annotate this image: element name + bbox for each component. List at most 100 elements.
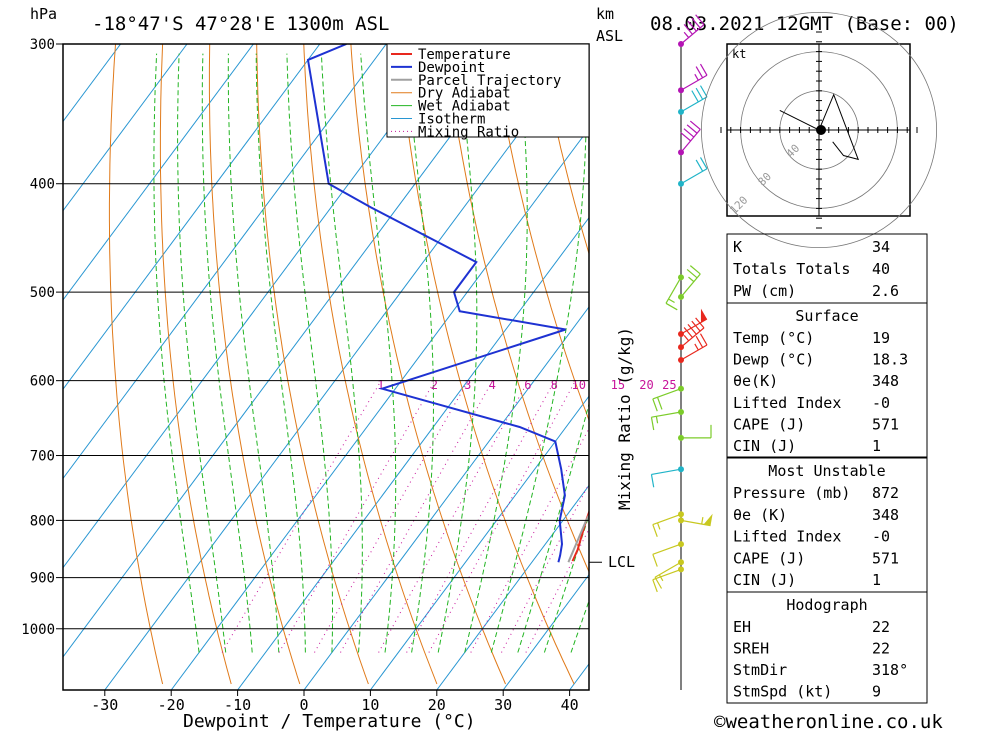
- mixing-ratio-label: 25: [662, 378, 676, 392]
- copyright[interactable]: ©weatheronline.co.uk: [714, 711, 943, 733]
- legend-entry: Dewpoint: [418, 60, 485, 76]
- surface-title: Surface: [795, 307, 858, 325]
- wind-barb-half: [658, 574, 664, 582]
- legend-entry: Temperature: [418, 47, 511, 63]
- hodograph-unit: kt: [732, 47, 746, 61]
- surface-row-label: CIN (J): [733, 437, 796, 455]
- mixing-ratio-label: 15: [611, 378, 625, 392]
- dry-adiabat-line: [159, 44, 232, 685]
- wind-barb-full: [695, 159, 704, 172]
- x-tick-label: 30: [494, 696, 512, 714]
- surface-row-value: 18.3: [872, 351, 908, 369]
- dewpoint-line: [306, 44, 566, 563]
- wind-staff: [652, 513, 682, 526]
- isotherm-line: [436, 484, 589, 690]
- dry-adiabat-line: [916, 44, 1000, 684]
- isotherm-line: [369, 395, 589, 690]
- temperature-line: [571, 509, 589, 562]
- wind-barb: [678, 120, 701, 156]
- mu-row-value: 872: [872, 484, 899, 502]
- wind-barb-full: [683, 24, 693, 35]
- wind-barb: [650, 466, 684, 488]
- hodo-row-value: 22: [872, 618, 890, 636]
- x-tick-label: 10: [361, 696, 379, 714]
- wind-barb-half: [683, 334, 690, 342]
- mixing-ratio-axis-label: Mixing Ratio (g/kg): [615, 327, 634, 510]
- hpa-label: hPa: [30, 5, 57, 23]
- wind-barb-full: [680, 132, 692, 142]
- wind-staff: [680, 344, 708, 361]
- wind-flag: [703, 513, 713, 526]
- wind-barb: [678, 265, 701, 300]
- wind-barb-full: [699, 157, 708, 170]
- wind-barb-full: [652, 398, 658, 412]
- isotherm-line: [63, 44, 520, 658]
- wind-barb-full: [665, 302, 678, 311]
- wind-barb-full: [650, 474, 655, 488]
- mu-row-value: 1: [872, 571, 881, 589]
- wind-barb: [678, 513, 713, 527]
- wind-barb: [652, 385, 684, 412]
- isotherm-line: [63, 44, 122, 123]
- mixing-ratio-line: [278, 380, 436, 653]
- wind-barb-full: [699, 333, 708, 346]
- dry-adiabat-line: [256, 44, 369, 685]
- wet-adiabat-line: [437, 53, 478, 653]
- mixing-ratio-line: [525, 528, 589, 653]
- hodo-row-value: 22: [872, 640, 890, 658]
- wind-barb-half: [701, 517, 704, 525]
- mixing-ratio-line: [378, 380, 529, 653]
- isotherm-line: [170, 127, 589, 690]
- wind-barb-full: [691, 320, 701, 332]
- wet-adiabat-line: [360, 53, 397, 653]
- dry-adiabat-line: [538, 44, 589, 256]
- wind-barb-full: [652, 554, 658, 567]
- wind-barb-half: [656, 522, 661, 530]
- wind-barb-full: [689, 265, 701, 275]
- wind-barb-full: [652, 579, 658, 593]
- x-tick-label: -10: [224, 696, 251, 714]
- mixing-ratio-line: [501, 482, 589, 653]
- wind-barb-full: [691, 90, 699, 103]
- wind-barb: [678, 308, 708, 337]
- mu-row-value: 571: [872, 549, 899, 567]
- legend-entry: Mixing Ratio: [418, 124, 519, 140]
- wind-barb-full: [695, 335, 704, 348]
- wind-staff: [680, 74, 708, 91]
- legend-entry: Parcel Trajectory: [418, 73, 561, 89]
- p-tick-label: 600: [30, 374, 55, 390]
- isotherm-line: [63, 44, 321, 391]
- surface-box: [726, 302, 928, 458]
- legend-entry: Dry Adiabat: [418, 86, 511, 102]
- mu-row-label: CAPE (J): [733, 549, 805, 567]
- wet-adiabat-line: [405, 53, 434, 653]
- surface-row-label: Dewp (°C): [733, 351, 814, 369]
- wind-barb-half: [694, 73, 699, 81]
- mu-row-value: 348: [872, 506, 899, 524]
- hodo-row-label: StmSpd (kt): [733, 683, 832, 701]
- isotherm-line: [237, 216, 589, 690]
- x-tick-label: -20: [158, 696, 185, 714]
- asl-label: ASL: [596, 27, 623, 45]
- isotherm-line: [303, 306, 589, 690]
- basic-row-value: 2.6: [872, 282, 899, 300]
- wind-barb: [665, 274, 684, 311]
- datetime-title: 08.03.2021 12GMT (Base: 00): [650, 13, 959, 35]
- mixing-ratio-label: 6: [524, 378, 531, 392]
- hodo-row-label: StmDir: [733, 661, 787, 679]
- dry-adiabat-line: [108, 44, 164, 685]
- km-label: km: [596, 5, 614, 23]
- wind-barb-full: [695, 87, 704, 100]
- mixing-ratio-label: 2: [431, 378, 438, 392]
- x-tick-label: 0: [299, 696, 308, 714]
- wind-staff: [680, 168, 708, 185]
- p-tick-label: 700: [30, 449, 55, 465]
- hodo-row-label: SREH: [733, 640, 769, 658]
- wind-barb-full: [687, 323, 697, 335]
- p-tick-label: 900: [30, 571, 55, 587]
- wet-adiabat-line: [286, 53, 333, 653]
- hodo-row-value: 9: [872, 683, 881, 701]
- wet-adiabat-line: [320, 53, 363, 653]
- dry-adiabat-line: [208, 44, 301, 685]
